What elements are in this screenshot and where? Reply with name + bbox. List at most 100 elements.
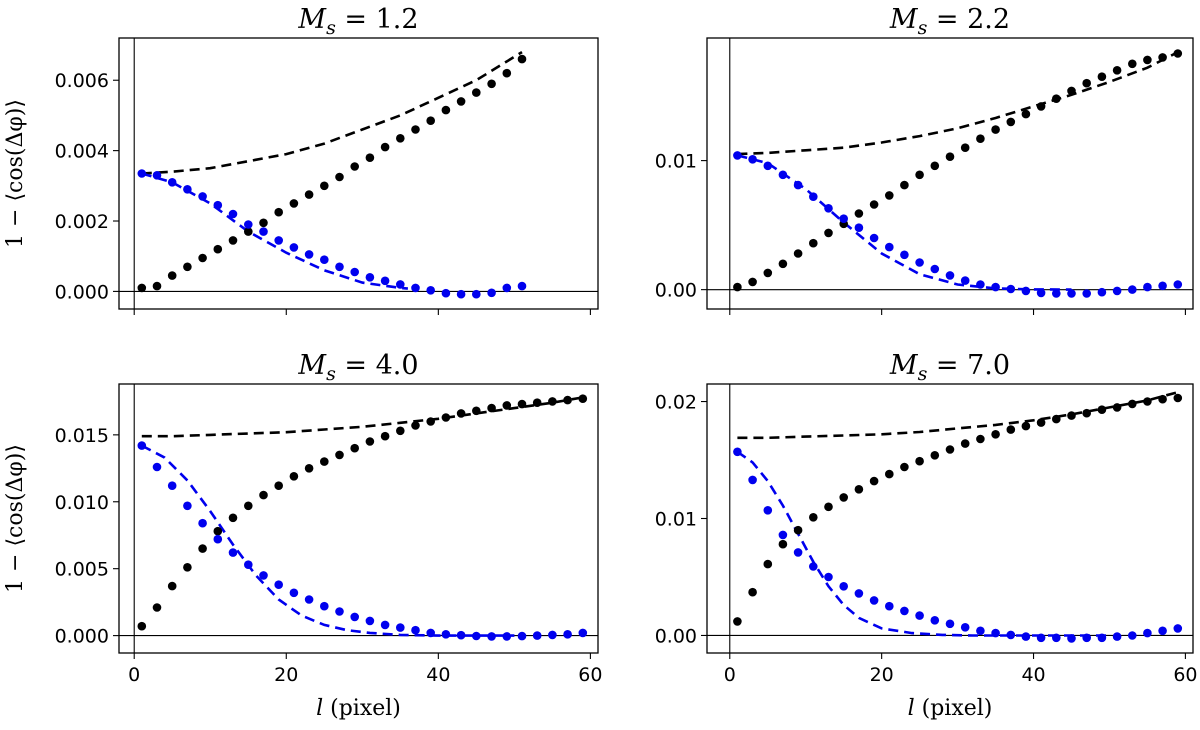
black-data-point bbox=[885, 191, 894, 200]
black-data-point bbox=[167, 271, 177, 280]
blue-data-point bbox=[885, 242, 894, 252]
black-data-point bbox=[945, 445, 955, 454]
blue-data-point bbox=[976, 280, 985, 289]
blue-data-point bbox=[900, 250, 909, 260]
x-tick-label: 20 bbox=[870, 664, 894, 686]
blue-data-point bbox=[809, 562, 818, 571]
black-data-point bbox=[824, 502, 833, 512]
black-data-point bbox=[548, 397, 557, 406]
blue-data-point bbox=[213, 534, 223, 544]
black-data-point bbox=[1006, 425, 1016, 434]
black-data-point bbox=[183, 563, 192, 572]
black-data-point bbox=[472, 88, 481, 97]
blue-data-point bbox=[991, 628, 1000, 638]
blue-data-point bbox=[396, 623, 405, 632]
y-tick-label: 0.005 bbox=[55, 559, 109, 581]
black-data-point bbox=[869, 476, 879, 486]
blue-data-point bbox=[259, 571, 268, 580]
black-data-point bbox=[152, 281, 162, 291]
black-data-point bbox=[1067, 86, 1076, 96]
blue-data-point bbox=[396, 280, 405, 289]
blue-data-point bbox=[915, 611, 924, 620]
blue-data-point bbox=[991, 282, 1000, 292]
black-data-point bbox=[1006, 117, 1016, 127]
blue-data-point bbox=[532, 631, 542, 640]
black-data-point bbox=[456, 409, 466, 418]
blue-data-point bbox=[183, 185, 192, 194]
blue-data-point bbox=[885, 601, 894, 611]
y-tick-label: 0.010 bbox=[55, 492, 109, 514]
black-data-point bbox=[1143, 55, 1152, 65]
blue-data-point bbox=[1112, 632, 1122, 641]
blue-data-point bbox=[778, 170, 788, 180]
black-data-point bbox=[763, 268, 773, 278]
black-data-point bbox=[976, 434, 985, 444]
blue-data-point bbox=[824, 572, 833, 582]
blue-data-point bbox=[960, 276, 970, 285]
black-data-point bbox=[441, 105, 451, 115]
blue-model-curve bbox=[141, 172, 409, 290]
blue-data-point bbox=[1097, 633, 1107, 643]
black-data-point bbox=[320, 457, 329, 466]
blue-data-point bbox=[365, 273, 375, 282]
blue-data-point bbox=[380, 620, 390, 630]
black-data-point bbox=[748, 587, 757, 597]
black-data-point bbox=[809, 238, 818, 248]
blue-data-point bbox=[244, 220, 253, 229]
black-data-point bbox=[228, 513, 238, 523]
black-data-point bbox=[900, 462, 909, 472]
black-data-point bbox=[426, 417, 436, 426]
black-data-point bbox=[915, 456, 924, 466]
black-data-point bbox=[198, 544, 207, 553]
blue-data-point bbox=[320, 601, 329, 611]
black-model-curve bbox=[141, 50, 523, 175]
y-tick-label: 0.02 bbox=[655, 392, 697, 414]
blue-data-point bbox=[1128, 285, 1137, 294]
panel-2: 0.00 0.01 Ms = 2.2 bbox=[655, 4, 1194, 315]
blue-data-point bbox=[502, 283, 512, 293]
blue-model-curve bbox=[736, 450, 1110, 637]
blue-data-point bbox=[1067, 634, 1076, 643]
blue-data-point bbox=[137, 441, 147, 450]
blue-data-point bbox=[380, 276, 390, 286]
blue-data-point bbox=[945, 271, 955, 280]
black-data-point bbox=[502, 68, 512, 78]
black-data-point bbox=[1036, 418, 1046, 427]
blue-data-point bbox=[915, 258, 924, 267]
panel-title: Ms = 1.2 bbox=[297, 4, 418, 39]
black-data-point bbox=[487, 403, 496, 413]
blue-data-point bbox=[793, 180, 803, 190]
blue-data-point bbox=[350, 267, 360, 277]
x-tick-label: 0 bbox=[128, 664, 140, 686]
blue-data-point bbox=[335, 262, 344, 272]
black-data-point bbox=[426, 116, 436, 125]
blue-data-point bbox=[365, 616, 375, 626]
blue-data-point bbox=[854, 589, 864, 598]
blue-data-point bbox=[152, 462, 162, 472]
blue-data-point bbox=[976, 626, 985, 636]
blue-data-point bbox=[763, 161, 773, 171]
black-data-point bbox=[502, 401, 512, 410]
blue-data-point bbox=[304, 250, 314, 259]
black-model-curve bbox=[737, 390, 1179, 440]
y-tick-label: 0.004 bbox=[55, 141, 109, 163]
y-tick-label: 0.01 bbox=[655, 509, 697, 531]
black-data-point bbox=[137, 621, 147, 631]
black-model-curve bbox=[141, 396, 584, 438]
black-data-point bbox=[930, 161, 940, 171]
y-tick-label: 0.002 bbox=[55, 211, 109, 233]
panel-title: Ms = 2.2 bbox=[889, 4, 1010, 39]
black-data-point bbox=[1173, 393, 1183, 403]
black-data-point bbox=[1052, 94, 1061, 103]
blue-data-point bbox=[1143, 628, 1152, 638]
blue-data-point bbox=[1128, 631, 1137, 640]
blue-data-point bbox=[1082, 633, 1091, 643]
blue-data-point bbox=[1021, 286, 1031, 296]
black-data-point bbox=[824, 228, 833, 238]
blue-data-point bbox=[1067, 289, 1076, 298]
blue-data-point bbox=[1021, 632, 1031, 641]
black-data-point bbox=[532, 398, 542, 408]
blue-data-point bbox=[517, 281, 527, 291]
y-axis-label: 1 − ⟨cos(Δφ)⟩ bbox=[3, 444, 28, 593]
blue-data-point bbox=[137, 169, 147, 178]
